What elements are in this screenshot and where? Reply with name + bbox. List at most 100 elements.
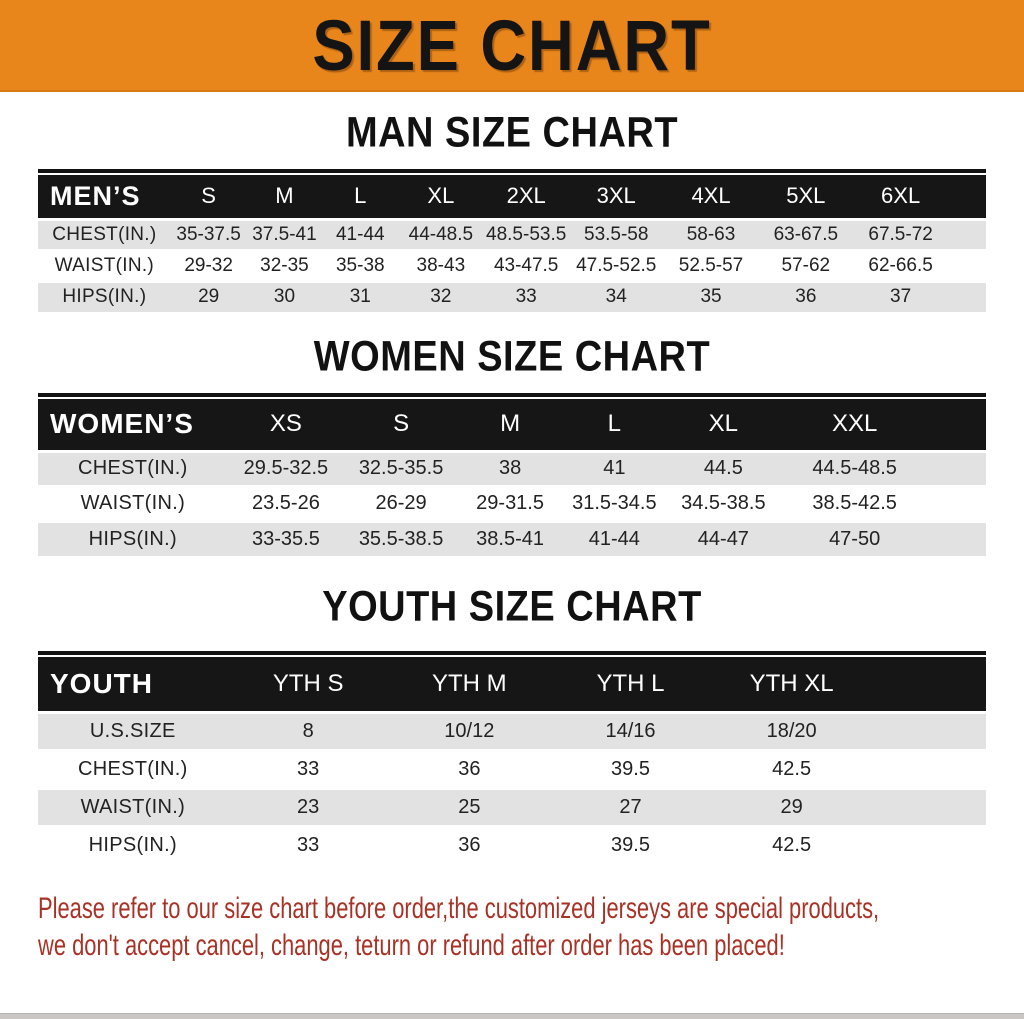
size-value-cell: 41 — [603, 457, 626, 479]
size-column-header: XXL — [831, 410, 878, 438]
youth-size-table: YOUTH YTH S YTH M YTH L YTH XL U.S.SIZE 8 10/12… — [38, 657, 986, 864]
man-section-title: MAN SIZE CHART — [345, 109, 679, 157]
size-column-header: M — [275, 183, 294, 209]
size-value-cell: 23 — [297, 795, 320, 818]
size-value-cell: 33-35.5 — [251, 527, 320, 550]
size-column-header: L — [607, 410, 622, 438]
size-value-cell: 57-62 — [781, 254, 831, 276]
row-spacer-cell — [948, 219, 986, 250]
row-spacer-cell — [948, 281, 986, 312]
size-value-cell: 34 — [605, 286, 627, 308]
size-value-cell: 35 — [700, 286, 722, 308]
youth-size-table-wrap: YOUTH YTH S YTH M YTH L YTH XL U.S.SIZE 8 10/12… — [38, 651, 986, 864]
size-value-cell: 33 — [515, 286, 537, 308]
size-value-cell: 62-66.5 — [868, 254, 933, 276]
size-column-header: XS — [269, 410, 302, 438]
women-size-table: WOMEN’S XS S M L XL XXL CHEST(IN.) 29.5-32.5 32.5… — [38, 399, 986, 556]
size-value-cell: 33 — [297, 757, 320, 780]
row-spacer-cell — [929, 486, 986, 521]
table-corner-label: WOMEN’S — [50, 408, 194, 440]
women-size-table-wrap: WOMEN’S XS S M L XL XXL CHEST(IN.) 29.5-32.5 32.5… — [38, 393, 986, 556]
size-value-cell: 36 — [458, 834, 481, 857]
size-value-cell: 35-38 — [335, 254, 385, 276]
banner-title: SIZE CHART — [312, 5, 712, 85]
row-spacer-cell — [948, 250, 986, 281]
size-value-cell: 10/12 — [444, 719, 495, 742]
men-size-table: MEN’S S M L XL 2XL 3XL 4XL 5XL 6XL CHEST(IN.) 35-37… — [38, 175, 986, 312]
size-value-cell: 30 — [273, 286, 296, 308]
bottom-strip — [0, 1013, 1024, 1019]
size-column-header: YTH L — [596, 669, 665, 697]
row-spacer-cell — [929, 521, 986, 556]
size-value-cell: 32-35 — [260, 254, 309, 276]
youth-section-title: YOUTH SIZE CHART — [322, 583, 702, 631]
size-column-header: 5XL — [786, 183, 826, 209]
size-value-cell: 29-32 — [184, 254, 233, 276]
size-value-cell: 58-63 — [686, 223, 736, 245]
size-value-cell: 27 — [619, 795, 642, 818]
size-value-cell: 18/20 — [766, 719, 817, 742]
size-value-cell: 25 — [458, 795, 481, 818]
notice-line-1: Please refer to our size chart before or… — [38, 892, 880, 925]
size-value-cell: 39.5 — [611, 834, 650, 857]
size-value-cell: 29 — [198, 286, 220, 308]
size-value-cell: 47.5-52.5 — [576, 254, 657, 276]
header-spacer-cell — [929, 399, 986, 451]
measurement-row: WAIST(IN.) 23.5-26 26-29 29-31.5 31.5-34.5 34… — [38, 486, 986, 521]
size-column-header: S — [201, 183, 216, 209]
row-label: HIPS(IN.) — [62, 286, 147, 308]
size-chart-banner: SIZE CHART — [0, 0, 1024, 92]
size-value-cell: 38-43 — [416, 254, 466, 276]
size-value-cell: 47-50 — [829, 527, 881, 550]
women-section-title: WOMEN SIZE CHART — [313, 333, 711, 381]
row-spacer-cell — [872, 788, 986, 826]
size-column-header: 3XL — [596, 183, 636, 209]
size-value-cell: 31 — [349, 286, 371, 308]
size-value-cell: 44-48.5 — [408, 223, 474, 245]
table-header-row: WOMEN’S XS S M L XL XXL — [38, 399, 986, 451]
measurement-row: CHEST(IN.) 35-37.5 37.5-41 41-44 44-48.5 48.5… — [38, 219, 986, 250]
size-value-cell: 34.5-38.5 — [681, 492, 766, 514]
size-value-cell: 8 — [302, 719, 314, 742]
row-label: U.S.SIZE — [89, 719, 176, 742]
row-label: HIPS(IN.) — [88, 834, 177, 857]
row-label: CHEST(IN.) — [77, 457, 188, 479]
size-value-cell: 52.5-57 — [678, 254, 744, 276]
notice-line-2: we don't accept cancel, change, teturn o… — [38, 929, 785, 962]
header-spacer-cell — [872, 657, 986, 712]
row-label: WAIST(IN.) — [80, 492, 186, 514]
size-value-cell: 29 — [780, 795, 803, 818]
size-value-cell: 44.5 — [703, 457, 743, 479]
measurement-row: HIPS(IN.) 33 36 39.5 42.5 — [38, 826, 986, 864]
measurement-row: HIPS(IN.) 33-35.5 35.5-38.5 38.5-41 41-44 44-… — [38, 521, 986, 556]
row-spacer-cell — [872, 712, 986, 750]
size-value-cell: 43-47.5 — [493, 254, 559, 276]
row-spacer-cell — [872, 826, 986, 864]
row-label: CHEST(IN.) — [77, 757, 188, 780]
size-column-header: YTH M — [431, 669, 507, 697]
size-value-cell: 53.5-58 — [584, 223, 649, 245]
size-value-cell: 29-31.5 — [476, 492, 544, 514]
row-label: CHEST(IN.) — [52, 223, 157, 245]
size-value-cell: 42.5 — [772, 834, 812, 857]
women-size-chart-section: WOMEN SIZE CHART WOMEN’S XS S M L XL XXL CHEST(… — [0, 333, 1024, 556]
size-value-cell: 38.5-42.5 — [812, 492, 897, 514]
size-value-cell: 23.5-26 — [251, 492, 320, 514]
size-value-cell: 41-44 — [335, 223, 385, 245]
size-value-cell: 44.5-48.5 — [812, 457, 897, 479]
measurement-row: HIPS(IN.) 29 30 31 32 33 34 35 36 37 — [38, 281, 986, 312]
size-column-header: YTH XL — [749, 669, 834, 697]
size-column-header: M — [500, 410, 521, 438]
measurement-row: WAIST(IN.) 29-32 32-35 35-38 38-43 43-47.5 47.… — [38, 250, 986, 281]
size-value-cell: 39.5 — [611, 757, 650, 780]
measurement-row: CHEST(IN.) 29.5-32.5 32.5-35.5 38 41 44.5 44.5… — [38, 451, 986, 486]
measurement-row: WAIST(IN.) 23 25 27 29 — [38, 788, 986, 826]
table-header-row: MEN’S S M L XL 2XL 3XL 4XL 5XL 6XL — [38, 175, 986, 219]
order-policy-notice: Please refer to our size chart before or… — [38, 890, 1024, 964]
size-value-cell: 48.5-53.5 — [486, 223, 567, 245]
row-spacer-cell — [872, 750, 986, 788]
size-value-cell: 36 — [795, 286, 817, 308]
size-value-cell: 32.5-35.5 — [358, 457, 444, 479]
measurement-row: U.S.SIZE 8 10/12 14/16 18/20 — [38, 712, 986, 750]
size-column-header: 4XL — [691, 183, 731, 209]
